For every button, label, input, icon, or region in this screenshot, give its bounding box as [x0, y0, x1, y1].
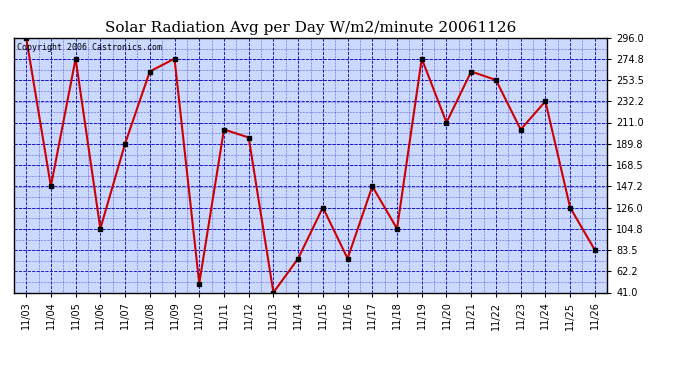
Title: Solar Radiation Avg per Day W/m2/minute 20061126: Solar Radiation Avg per Day W/m2/minute … — [105, 21, 516, 35]
Text: Copyright 2006 Castronics.com: Copyright 2006 Castronics.com — [17, 43, 161, 52]
